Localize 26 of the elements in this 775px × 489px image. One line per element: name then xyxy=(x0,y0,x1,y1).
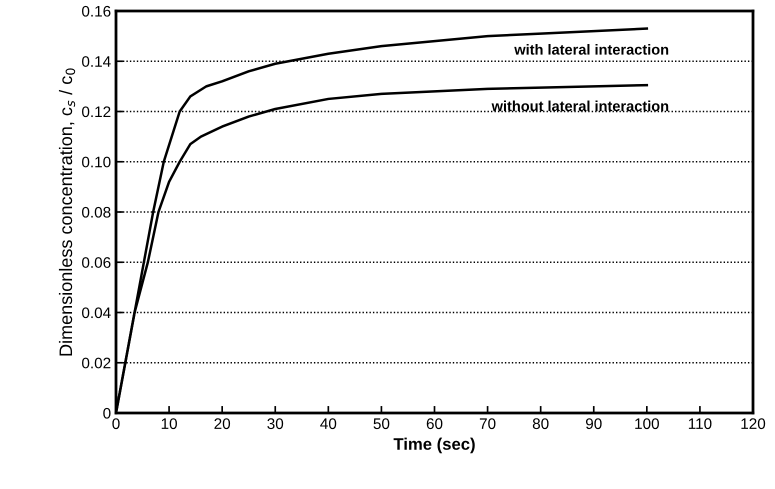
y-axis-title: Dimensionless concentration, c$_{s}$ / c$_{0}$ xyxy=(58,68,76,356)
y-tick-label: 0 xyxy=(103,408,111,419)
x-tick-label: 20 xyxy=(214,418,230,430)
y-tick-label: 0.02 xyxy=(82,358,110,368)
y-tick-label: 0.16 xyxy=(82,6,110,17)
y-tick-label: 0.04 xyxy=(82,307,111,318)
series-label: without lateral interaction xyxy=(492,100,668,112)
y-tick-label: 0.10 xyxy=(82,156,111,168)
x-tick-label: 30 xyxy=(267,418,284,430)
x-tick-label: 90 xyxy=(586,418,602,430)
x-tick-label: 100 xyxy=(635,418,659,430)
y-tick-label: 0.06 xyxy=(82,257,110,268)
x-tick-label: 10 xyxy=(162,418,177,430)
y-tick-label: 0.14 xyxy=(82,56,111,67)
x-tick-label: 70 xyxy=(480,418,496,430)
x-tick-label: 40 xyxy=(320,418,336,430)
x-tick-label: 60 xyxy=(426,418,442,430)
x-tick-label: 120 xyxy=(741,418,766,430)
x-tick-label: 110 xyxy=(688,418,712,430)
x-tick-label: 50 xyxy=(374,418,390,430)
y-tick-label: 0.08 xyxy=(82,206,110,218)
x-axis-title: Time (sec) xyxy=(394,438,475,454)
y-tick-label: 0.12 xyxy=(82,106,110,118)
x-tick-label: 80 xyxy=(532,418,549,430)
series-label: with lateral interaction xyxy=(514,44,668,55)
x-tick-label: 0 xyxy=(112,418,120,430)
